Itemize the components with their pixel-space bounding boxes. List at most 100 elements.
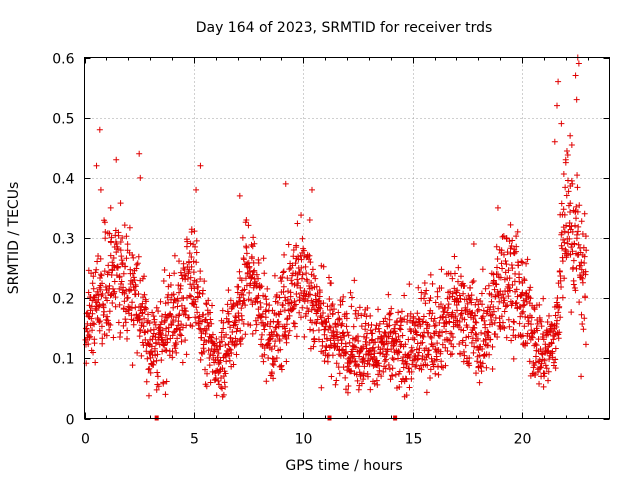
data-point (247, 280, 254, 287)
data-point (443, 336, 450, 343)
data-point (490, 277, 497, 284)
data-point (143, 348, 150, 355)
data-point (196, 290, 203, 297)
data-point (247, 268, 254, 275)
data-point (499, 233, 506, 240)
data-point (263, 307, 270, 314)
data-point (494, 256, 501, 263)
data-point (282, 328, 289, 335)
data-point (306, 326, 313, 333)
data-point (215, 350, 222, 357)
data-point (178, 338, 185, 345)
data-point (407, 348, 414, 355)
data-point (287, 289, 294, 296)
data-point (421, 280, 428, 287)
data-point (562, 184, 569, 191)
data-point (568, 142, 575, 149)
data-point (389, 365, 396, 372)
data-point (286, 327, 293, 334)
data-point (509, 265, 516, 272)
data-point (191, 228, 198, 235)
data-point (352, 344, 359, 351)
data-point (461, 282, 468, 289)
data-point (154, 351, 161, 358)
data-point (420, 313, 427, 320)
data-point (467, 296, 474, 303)
data-point (562, 246, 569, 253)
data-point (306, 216, 313, 223)
data-point (124, 327, 131, 334)
data-point (146, 320, 153, 327)
data-point (137, 327, 144, 334)
chart-title: Day 164 of 2023, SRMTID for receiver trd… (196, 20, 493, 36)
data-point (505, 293, 512, 300)
data-point (183, 351, 190, 358)
data-point (214, 354, 221, 361)
data-point (132, 283, 139, 290)
data-point (415, 355, 422, 362)
data-point (581, 253, 588, 260)
x-axis-label: GPS time / hours (285, 458, 402, 474)
data-point (110, 254, 117, 261)
data-point (280, 283, 287, 290)
data-point (117, 329, 124, 336)
data-point (280, 268, 287, 275)
data-point (188, 253, 195, 260)
data-point (324, 352, 331, 359)
data-point (438, 358, 445, 365)
data-point (106, 282, 113, 289)
data-point (562, 156, 569, 163)
data-point (117, 247, 124, 254)
data-point (471, 324, 478, 331)
data-point (404, 319, 411, 326)
data-point (468, 329, 475, 336)
data-point (192, 298, 199, 305)
data-point (98, 272, 105, 279)
data-point (96, 318, 103, 325)
data-point (172, 339, 179, 346)
data-point (423, 287, 430, 294)
data-point (583, 247, 590, 254)
data-point (240, 291, 247, 298)
data-point (133, 265, 140, 272)
data-point (156, 324, 163, 331)
data-point (435, 332, 442, 339)
data-point (358, 323, 365, 330)
data-point (579, 275, 586, 282)
data-point (545, 368, 552, 375)
data-point (388, 346, 395, 353)
data-point (566, 235, 573, 242)
data-point (312, 319, 319, 326)
data-point (345, 382, 352, 389)
data-point (357, 371, 364, 378)
data-point (200, 311, 207, 318)
data-point (354, 377, 361, 384)
data-point (180, 260, 187, 267)
data-point (545, 377, 552, 384)
data-point (258, 336, 265, 343)
data-point (534, 327, 541, 334)
data-point (225, 287, 232, 294)
data-point (294, 276, 301, 283)
data-point (522, 313, 529, 320)
data-point (314, 316, 321, 323)
data-point (556, 329, 563, 336)
data-point (488, 298, 495, 305)
data-point (182, 337, 189, 344)
data-point (205, 297, 212, 304)
data-point (427, 333, 434, 340)
data-point (123, 233, 130, 240)
data-point (136, 313, 143, 320)
data-point (126, 224, 133, 231)
data-point (232, 321, 239, 328)
data-point (563, 222, 570, 229)
data-point (312, 275, 319, 282)
data-point (91, 321, 98, 328)
data-point (191, 285, 198, 292)
data-point (199, 318, 206, 325)
data-point (427, 366, 434, 373)
data-point (250, 234, 257, 241)
data-point (360, 343, 367, 350)
data-point (128, 312, 135, 319)
data-point (174, 335, 181, 342)
